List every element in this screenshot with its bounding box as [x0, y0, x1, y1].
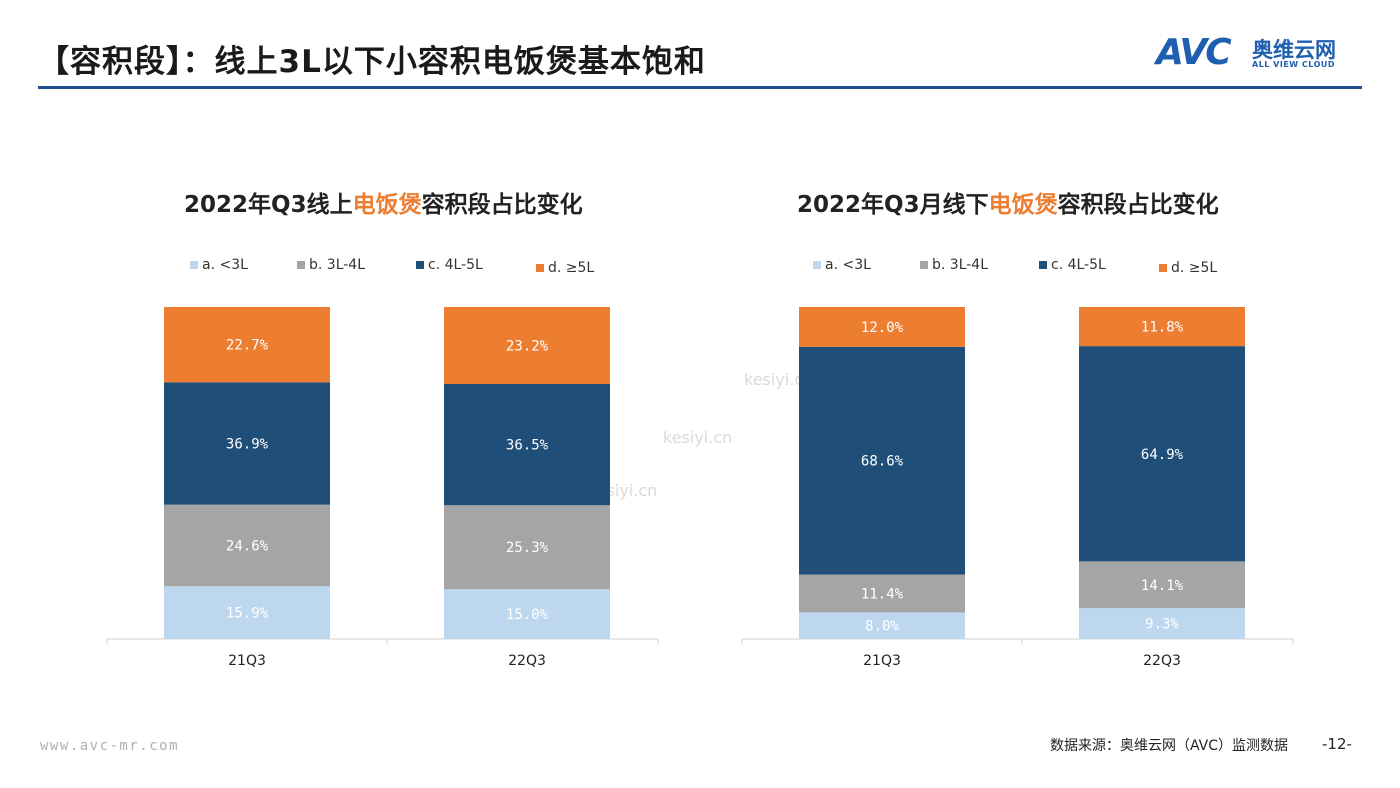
data-label: 14.1%	[1141, 578, 1184, 594]
logo-mark: AVC	[1156, 32, 1232, 73]
page-number: -12-	[1322, 735, 1352, 753]
bar-segment	[1079, 608, 1245, 639]
legend-item: a. <3L	[813, 257, 871, 273]
legend-label: c. 4L-5L	[428, 257, 483, 273]
stacked-bar-chart-online: 15.9% 24.6% 36.9% 22.7% 21Q3 15.0% 25.3% 36.5% 2…	[106, 307, 659, 669]
chart-title-online-suffix: 容积段占比变化	[421, 192, 583, 218]
legend-label: d. ≥5L	[548, 260, 595, 276]
legend-online: a. <3L b. 3L-4L c. 4L-5L d. ≥5L	[190, 257, 660, 281]
legend-label: d. ≥5L	[1171, 260, 1218, 276]
legend-item: c. 4L-5L	[1039, 257, 1106, 273]
header-divider	[38, 86, 1362, 89]
page-title: 【容积段】：线上3L以下小容积电饭煲基本饱和	[38, 44, 706, 80]
bar-segment	[799, 346, 965, 575]
legend-item: d. ≥5L	[536, 260, 594, 276]
bar-segment	[799, 574, 965, 613]
bar-segment	[799, 307, 965, 347]
data-label: 24.6%	[226, 538, 269, 554]
data-label: 11.4%	[861, 587, 904, 603]
bar-segment	[164, 586, 330, 639]
legend-item: d. ≥5L	[1159, 260, 1217, 276]
bar-segment	[1079, 561, 1245, 609]
legend-label: b. 3L-4L	[932, 257, 989, 273]
data-label: 22.7%	[226, 338, 269, 354]
watermark-text: kesiyi.cn	[663, 428, 733, 447]
bar-segment	[164, 307, 330, 383]
legend-swatch	[1039, 261, 1047, 269]
bar-segment	[799, 612, 965, 639]
logo-en-text: ALL VIEW CLOUD	[1252, 60, 1336, 69]
legend-swatch	[536, 264, 544, 272]
bar-segment	[1079, 307, 1245, 347]
stacked-bar-chart-offline: 8.0% 11.4% 68.6% 12.0% 21Q3 9.3% 14.1% 64.9% 11.…	[741, 307, 1294, 669]
data-label: 23.2%	[506, 339, 549, 355]
legend-swatch	[297, 261, 305, 269]
data-label: 64.9%	[1141, 447, 1184, 463]
legend-offline: a. <3L b. 3L-4L c. 4L-5L d. ≥5L	[813, 257, 1283, 281]
data-label: 68.6%	[861, 454, 904, 470]
data-label: 15.0%	[506, 607, 549, 623]
legend-label: a. <3L	[825, 257, 871, 273]
bar-segment	[444, 307, 610, 385]
legend-swatch	[920, 261, 928, 269]
chart-title-offline-prefix: 2022年Q3月线下	[797, 192, 989, 218]
chart-title-offline-suffix: 容积段占比变化	[1057, 192, 1219, 218]
data-label: 8.0%	[865, 619, 899, 635]
bar-segment	[444, 589, 610, 639]
chart-title-online-prefix: 2022年Q3线上	[184, 192, 353, 218]
legend-item: a. <3L	[190, 257, 248, 273]
data-label: 36.9%	[226, 436, 269, 452]
avc-logo: AVC 奥维云网 ALL VIEW CLOUD	[1156, 32, 1366, 73]
data-label: 12.0%	[861, 320, 904, 336]
legend-swatch	[190, 261, 198, 269]
footer-url: www.avc-mr.com	[40, 738, 180, 754]
bar-segment	[164, 504, 330, 587]
data-label: 25.3%	[506, 540, 549, 556]
logo-cn-text: 奥维云网	[1252, 38, 1336, 62]
legend-label: c. 4L-5L	[1051, 257, 1106, 273]
category-label: 21Q3	[228, 653, 266, 669]
chart-title-online-highlight: 电饭煲	[352, 192, 422, 218]
legend-swatch	[416, 261, 424, 269]
data-label: 9.3%	[1145, 617, 1179, 633]
legend-label: b. 3L-4L	[309, 257, 366, 273]
chart-title-online: 2022年Q3线上电饭煲容积段占比变化	[184, 185, 583, 219]
legend-swatch	[813, 261, 821, 269]
legend-swatch	[1159, 264, 1167, 272]
watermark-text: kesiyi.cn	[744, 370, 814, 389]
category-label: 22Q3	[508, 653, 546, 669]
bar-segment	[1079, 346, 1245, 562]
category-label: 21Q3	[863, 653, 901, 669]
data-label: 36.5%	[506, 438, 549, 454]
legend-label: a. <3L	[202, 257, 248, 273]
chart-title-offline-highlight: 电饭煲	[988, 192, 1058, 218]
category-label: 22Q3	[1143, 653, 1181, 669]
legend-item: b. 3L-4L	[297, 257, 365, 273]
legend-item: b. 3L-4L	[920, 257, 988, 273]
data-label: 15.9%	[226, 606, 269, 622]
bar-segment	[444, 384, 610, 506]
bar-segment	[164, 382, 330, 505]
data-label: 11.8%	[1141, 320, 1184, 336]
data-source-note: 数据来源：奥维云网（AVC）监测数据	[1050, 738, 1289, 754]
legend-item: c. 4L-5L	[416, 257, 483, 273]
bar-segment	[444, 505, 610, 590]
chart-title-offline: 2022年Q3月线下电饭煲容积段占比变化	[797, 185, 1219, 219]
